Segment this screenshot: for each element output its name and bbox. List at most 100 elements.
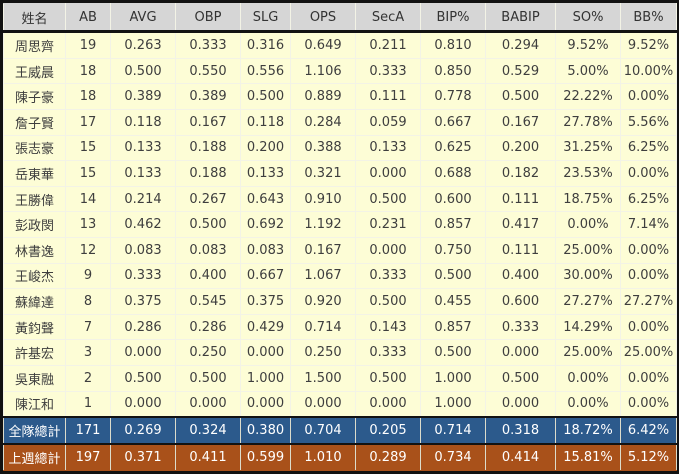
stat-cell: 0.250 (290, 339, 356, 366)
stat-cell: 0.857 (420, 313, 486, 341)
stat-cell: 0.500 (485, 365, 556, 392)
stat-cell: 13 (65, 211, 111, 239)
stat-cell: 0.599 (240, 443, 291, 472)
stat-cell: 0.118 (110, 109, 176, 136)
stat-cell: 0.00% (620, 313, 677, 341)
stat-cell: 0.118 (240, 109, 291, 136)
stat-cell: 0.333 (485, 313, 556, 341)
stat-cell: 0.625 (420, 134, 486, 162)
stat-cell: 23.53% (555, 160, 621, 187)
stat-cell: 1.067 (290, 262, 356, 290)
player-name-cell: 張志豪 (3, 134, 66, 162)
stat-cell: 0.111 (485, 185, 556, 213)
stat-cell: 0.500 (420, 262, 486, 290)
stat-cell: 0.294 (485, 31, 556, 59)
table-row: 蘇緯達 8 0.375 0.545 0.375 0.920 0.500 0.455 0.600 2… (3, 288, 677, 315)
stat-cell: 0.000 (290, 390, 356, 418)
stat-cell: 0.649 (290, 31, 356, 59)
stat-cell: 0.714 (290, 313, 356, 341)
stat-cell: 0.000 (240, 339, 291, 366)
stat-cell: 0.600 (485, 288, 556, 315)
stat-cell: 19 (65, 31, 111, 59)
stat-cell: 0.133 (110, 134, 176, 162)
stat-cell: 0.375 (240, 288, 291, 315)
stat-cell: 0.333 (355, 262, 421, 290)
column-header-slg: SLG (240, 3, 291, 33)
stat-cell: 0.000 (110, 390, 176, 418)
table-row: 王勝偉 14 0.214 0.267 0.643 0.910 0.500 0.600 0.111… (3, 185, 677, 213)
stat-cell: 0.000 (485, 339, 556, 366)
stat-cell: 0.778 (420, 83, 486, 111)
stat-cell: 0.324 (175, 416, 241, 445)
stat-cell: 0.188 (175, 160, 241, 187)
stat-cell: 0.133 (110, 160, 176, 187)
stat-cell: 18 (65, 83, 111, 111)
stat-cell: 0.000 (355, 237, 421, 264)
player-name-cell: 岳東華 (3, 160, 66, 187)
column-header-bip: BIP% (420, 3, 486, 33)
stat-cell: 0.388 (290, 134, 356, 162)
column-header-bb: BB% (620, 3, 677, 33)
total-row-team: 全隊總計 171 0.269 0.324 0.380 0.704 0.205 0.714 0.3… (3, 416, 677, 445)
stat-cell: 0.429 (240, 313, 291, 341)
player-name-cell: 蘇緯達 (3, 288, 66, 315)
player-name-cell: 吳東融 (3, 365, 66, 392)
stat-cell: 0.182 (485, 160, 556, 187)
stat-cell: 0.284 (290, 109, 356, 136)
stat-cell: 0.188 (175, 134, 241, 162)
stat-cell: 0.500 (175, 365, 241, 392)
stat-cell: 0.000 (355, 390, 421, 418)
column-header-avg: AVG (110, 3, 176, 33)
stat-cell: 0.400 (175, 262, 241, 290)
stat-cell: 0.263 (110, 31, 176, 59)
column-header-ops: OPS (290, 3, 356, 33)
stat-cell: 0.389 (110, 83, 176, 111)
stat-cell: 0.286 (110, 313, 176, 341)
stat-cell: 0.500 (355, 365, 421, 392)
player-name-cell: 周思齊 (3, 31, 66, 59)
stat-cell: 0.462 (110, 211, 176, 239)
table-row: 陳江和 1 0.000 0.000 0.000 0.000 0.000 1.000 0.000 0… (3, 390, 677, 418)
stat-cell: 10.00% (620, 57, 677, 85)
stat-cell: 0.286 (175, 313, 241, 341)
stat-cell: 0.000 (175, 390, 241, 418)
stat-cell: 0.750 (420, 237, 486, 264)
stat-cell: 17 (65, 109, 111, 136)
column-header-obp: OBP (175, 3, 241, 33)
stat-cell: 0.269 (110, 416, 176, 445)
stat-cell: 0.133 (355, 134, 421, 162)
stat-cell: 0.00% (620, 262, 677, 290)
stat-cell: 0.333 (355, 57, 421, 85)
stat-cell: 0.500 (420, 339, 486, 366)
stat-cell: 0.211 (355, 31, 421, 59)
table-row: 張志豪 15 0.133 0.188 0.200 0.388 0.133 0.625 0.200… (3, 134, 677, 162)
stat-cell: 0.375 (110, 288, 176, 315)
stat-cell: 27.78% (555, 109, 621, 136)
stat-cell: 0.550 (175, 57, 241, 85)
player-name-cell: 陳子豪 (3, 83, 66, 111)
column-header-: 姓名 (3, 3, 66, 33)
stat-cell: 0.000 (485, 390, 556, 418)
stat-cell: 0.143 (355, 313, 421, 341)
stat-cell: 0.000 (355, 160, 421, 187)
stat-cell: 8 (65, 288, 111, 315)
stat-cell: 0.545 (175, 288, 241, 315)
stat-cell: 9.52% (555, 31, 621, 59)
stat-cell: 171 (65, 416, 111, 445)
stat-cell: 0.200 (485, 134, 556, 162)
stat-cell: 18.72% (555, 416, 621, 445)
stat-cell: 6.42% (620, 416, 677, 445)
stat-cell: 2 (65, 365, 111, 392)
player-name-cell: 詹子賢 (3, 109, 66, 136)
stat-cell: 1.000 (240, 365, 291, 392)
stat-cell: 0.667 (240, 262, 291, 290)
stat-cell: 0.321 (290, 160, 356, 187)
stat-cell: 7 (65, 313, 111, 341)
stat-cell: 7.14% (620, 211, 677, 239)
player-name-cell: 陳江和 (3, 390, 66, 418)
stat-cell: 18.75% (555, 185, 621, 213)
stat-cell: 27.27% (620, 288, 677, 315)
stat-cell: 1.106 (290, 57, 356, 85)
table-row: 彭政閔 13 0.462 0.500 0.692 1.192 0.231 0.857 0.417… (3, 211, 677, 239)
